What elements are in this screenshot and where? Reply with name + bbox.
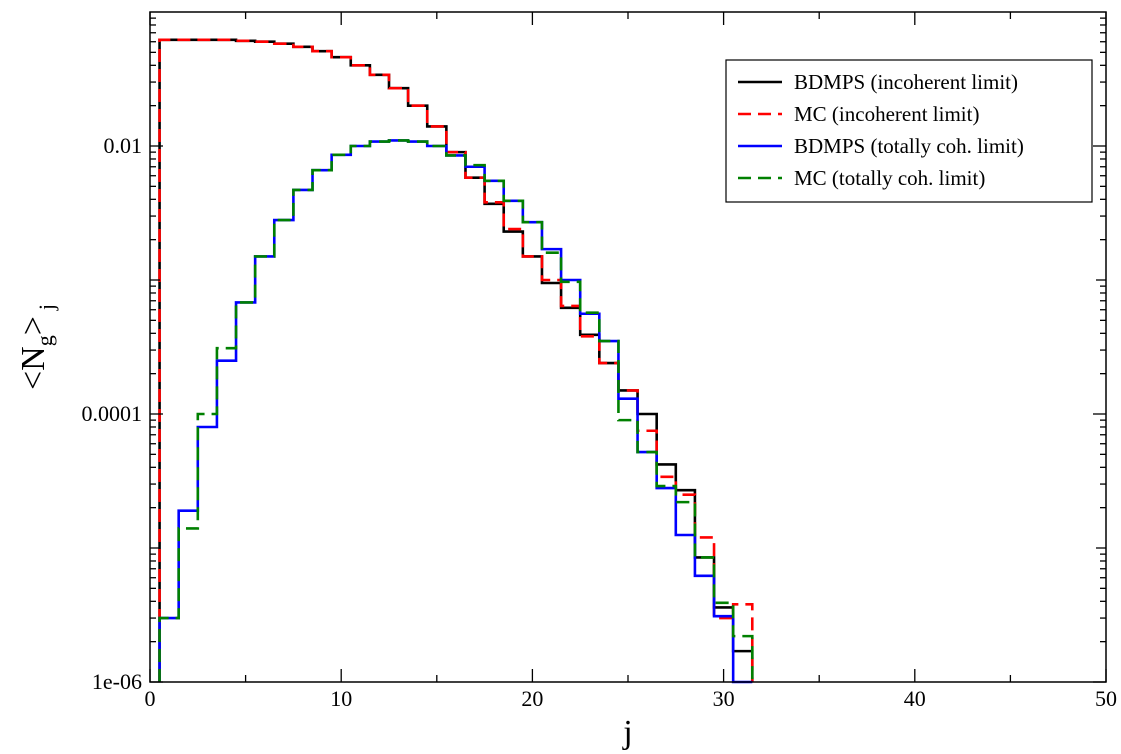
series-line-4 xyxy=(158,139,754,682)
legend-label-2: MC (incoherent limit) xyxy=(794,102,979,126)
y-axis-title-sub2: j xyxy=(34,304,59,311)
x-tick-label: 40 xyxy=(904,686,926,711)
x-tick-label: 20 xyxy=(521,686,543,711)
legend-label-3: BDMPS (totally coh. limit) xyxy=(794,134,1024,158)
x-tick-label: 50 xyxy=(1095,686,1117,711)
y-axis-title: <Ng> j xyxy=(15,304,59,390)
x-axis-title: j xyxy=(622,714,632,751)
y-tick-label: 1e-06 xyxy=(92,669,142,694)
series-line-2 xyxy=(158,38,754,682)
series-layer xyxy=(158,38,754,684)
y-axis-title-sub: g xyxy=(32,335,57,346)
y-axis-title-close: > xyxy=(15,316,52,335)
x-tick-label: 10 xyxy=(330,686,352,711)
legend: BDMPS (incoherent limit) MC (incoherent l… xyxy=(725,59,1093,203)
x-tick-label: 0 xyxy=(145,686,156,711)
y-axis-title-main: <N xyxy=(15,346,52,390)
y-tick-label: 0.01 xyxy=(104,133,143,158)
ticks-layer xyxy=(149,12,1107,683)
y-tick-label: 0.0001 xyxy=(82,401,143,426)
legend-label-4: MC (totally coh. limit) xyxy=(794,166,985,190)
x-tick-label: 30 xyxy=(713,686,735,711)
plot-frame xyxy=(149,11,1107,683)
labels-layer: 0 10 20 30 40 50 1e-06 0.0001 0.01 xyxy=(82,133,1118,711)
legend-label-1: BDMPS (incoherent limit) xyxy=(794,70,1018,94)
legend-box xyxy=(725,59,1093,203)
